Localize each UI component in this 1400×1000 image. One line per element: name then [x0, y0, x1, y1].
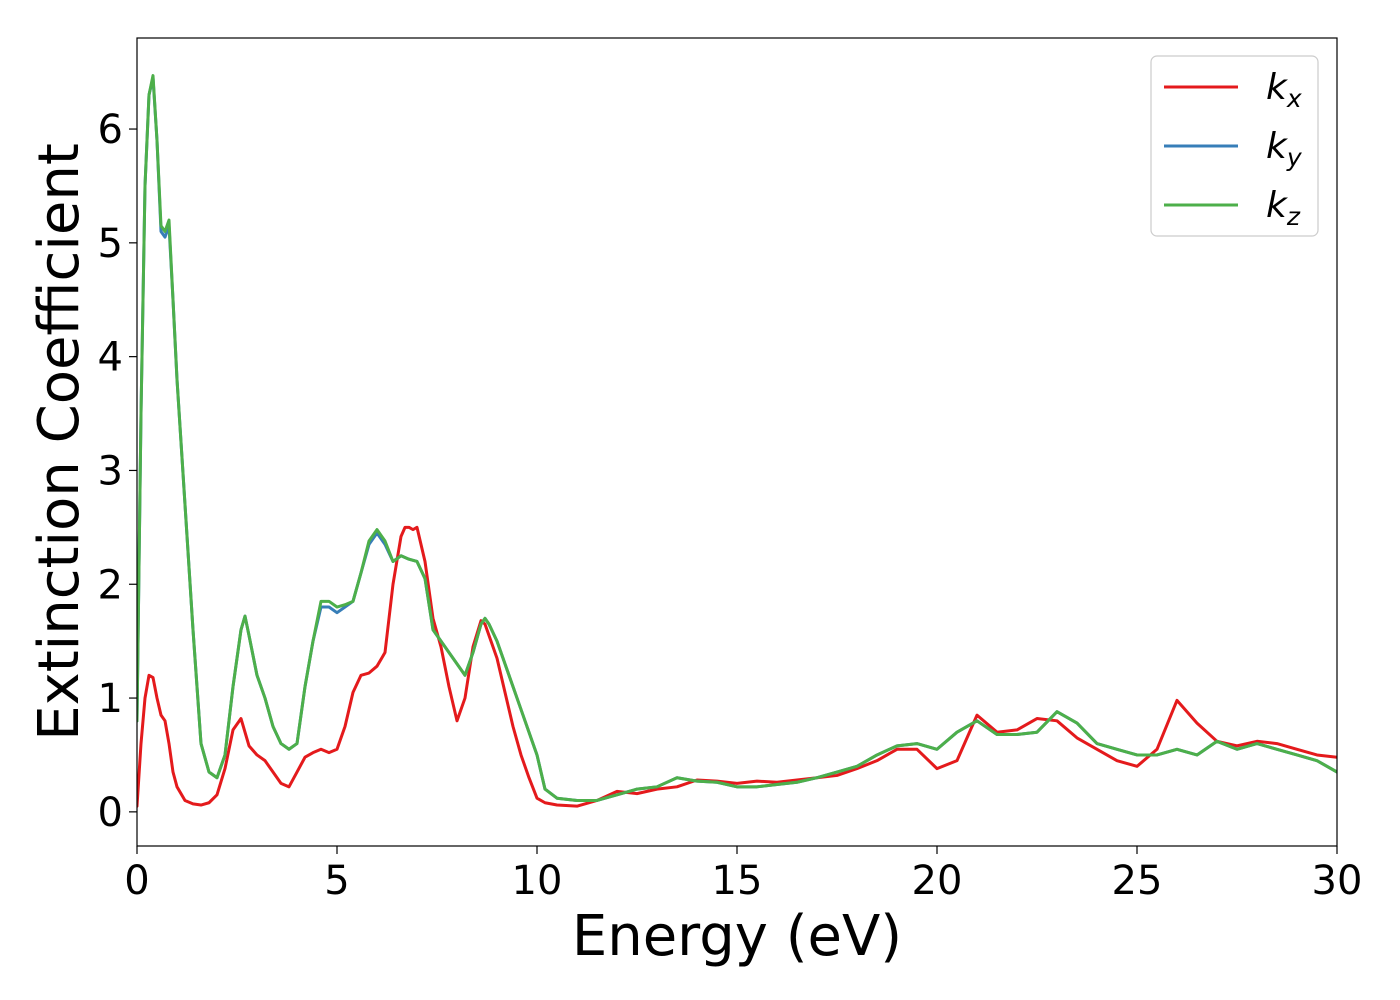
y-tick-label: 6 — [98, 107, 123, 153]
y-tick-label: 2 — [98, 562, 123, 608]
x-axis-title: Energy (eV) — [572, 904, 902, 969]
x-tick-label: 5 — [324, 858, 349, 904]
x-tick-label: 25 — [1112, 858, 1163, 904]
series-line-kx — [137, 525, 1337, 808]
y-tick-label: 3 — [98, 448, 123, 494]
x-tick-label: 0 — [124, 858, 149, 904]
y-axis: 0 1 2 3 4 5 6 — [98, 107, 137, 836]
x-tick-label: 20 — [912, 858, 963, 904]
y-tick-label: 5 — [98, 221, 123, 267]
y-tick-label: 1 — [98, 676, 123, 722]
series-layer — [137, 74, 1337, 808]
y-tick-label: 4 — [98, 335, 123, 381]
y-axis-title: Extinction Coefficient — [27, 143, 92, 741]
legend-label-kz: kz — [1266, 185, 1301, 231]
series-line-kz — [137, 74, 1337, 802]
x-tick-label: 10 — [512, 858, 563, 904]
x-tick-label: 30 — [1312, 858, 1363, 904]
y-tick-label: 0 — [98, 790, 123, 836]
x-axis: 0 5 10 15 20 25 30 — [124, 846, 1362, 904]
x-tick-label: 15 — [712, 858, 763, 904]
